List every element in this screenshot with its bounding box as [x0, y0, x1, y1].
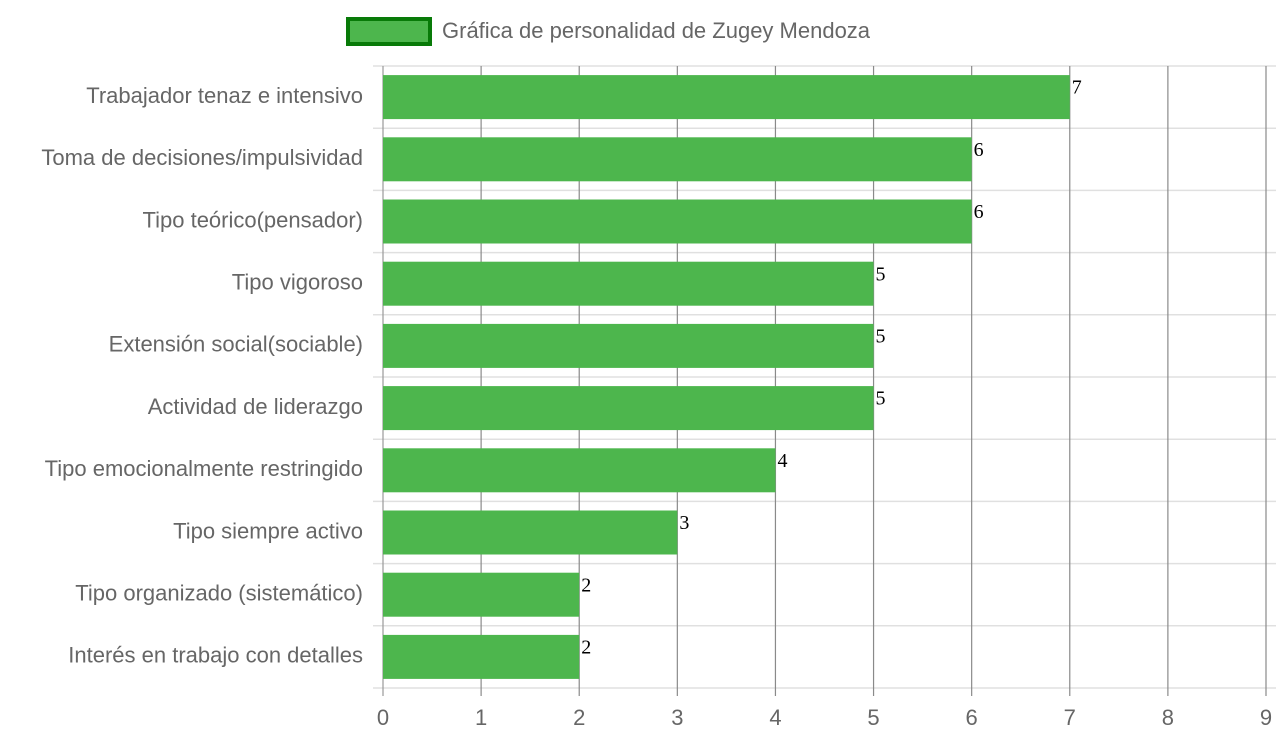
- x-tick-label: 6: [966, 705, 978, 730]
- value-label: 5: [876, 325, 886, 347]
- bar: [383, 199, 972, 244]
- y-tick-label: Toma de decisiones/impulsividad: [41, 145, 363, 170]
- bar: [383, 448, 776, 493]
- y-tick-label: Tipo vigoroso: [232, 270, 363, 295]
- x-tick-label: 8: [1162, 705, 1174, 730]
- bar: [383, 634, 580, 679]
- y-tick-label: Trabajador tenaz e intensivo: [86, 83, 363, 108]
- y-tick-label: Tipo emocionalmente restringido: [45, 456, 363, 481]
- value-label: 4: [777, 450, 787, 472]
- value-label: 2: [581, 636, 591, 658]
- value-label: 6: [974, 201, 984, 223]
- legend-swatch: [346, 17, 432, 46]
- value-label: 5: [876, 388, 886, 410]
- value-label: 5: [876, 263, 886, 285]
- y-tick-label: Tipo teórico(pensador): [142, 207, 363, 232]
- bar: [383, 323, 874, 368]
- y-tick-label: Interés en trabajo con detalles: [68, 643, 363, 668]
- x-tick-label: 9: [1260, 705, 1272, 730]
- bar: [383, 510, 678, 555]
- x-tick-label: 1: [475, 705, 487, 730]
- bar: [383, 261, 874, 306]
- x-tick-label: 2: [573, 705, 585, 730]
- x-tick-label: 5: [867, 705, 879, 730]
- value-label: 2: [581, 574, 591, 596]
- value-label: 3: [679, 512, 689, 534]
- x-tick-label: 3: [671, 705, 683, 730]
- x-tick-label: 7: [1064, 705, 1076, 730]
- bar: [383, 386, 874, 431]
- y-tick-label: Actividad de liderazgo: [148, 394, 363, 419]
- x-tick-label: 4: [769, 705, 781, 730]
- bar: [383, 75, 1070, 120]
- legend-label: Gráfica de personalidad de Zugey Mendoza: [442, 18, 871, 43]
- y-tick-label: Tipo siempre activo: [173, 518, 363, 543]
- value-label: 7: [1072, 77, 1082, 99]
- bar: [383, 572, 580, 617]
- y-tick-label: Extensión social(sociable): [109, 332, 363, 357]
- value-label: 6: [974, 139, 984, 161]
- x-tick-label: 0: [377, 705, 389, 730]
- bar: [383, 137, 972, 182]
- y-tick-label: Tipo organizado (sistemático): [75, 581, 363, 606]
